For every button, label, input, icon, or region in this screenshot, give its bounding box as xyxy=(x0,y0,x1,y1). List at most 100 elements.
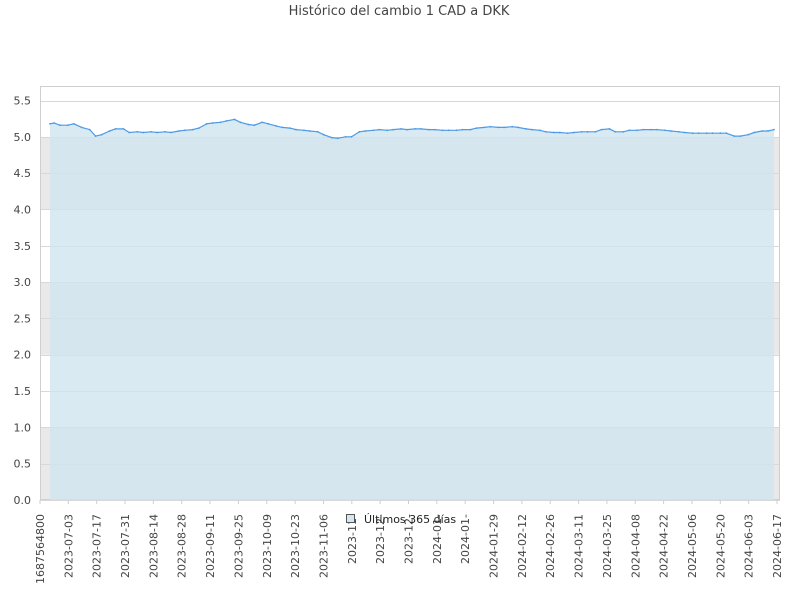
x-tick-label: 2023-12- xyxy=(374,514,387,564)
data-point xyxy=(628,129,631,132)
y-tick-label: 3.5 xyxy=(14,240,32,253)
data-point xyxy=(497,126,500,129)
data-point xyxy=(753,131,756,134)
data-point xyxy=(428,128,430,131)
data-point xyxy=(197,127,200,129)
data-point xyxy=(511,125,514,128)
data-point xyxy=(433,128,436,131)
data-point xyxy=(642,128,644,131)
data-point xyxy=(59,124,61,127)
plot-band xyxy=(40,86,780,137)
data-point xyxy=(455,129,458,132)
data-point xyxy=(614,130,617,133)
data-point xyxy=(316,130,319,133)
y-tick-label: 0.5 xyxy=(14,458,32,471)
data-point xyxy=(114,127,117,130)
data-point xyxy=(267,122,270,125)
data-point xyxy=(489,125,492,128)
data-point xyxy=(739,135,742,138)
y-tick-label: 3.0 xyxy=(14,276,32,289)
x-tick-label: 2023-07-03 xyxy=(62,514,75,578)
data-point xyxy=(219,121,222,124)
data-point xyxy=(108,130,111,132)
data-point xyxy=(691,132,694,135)
data-point xyxy=(670,130,672,132)
data-point xyxy=(420,127,422,130)
y-tick-label: 5.0 xyxy=(14,131,32,144)
x-tick-label: 2024-04-08 xyxy=(629,514,642,578)
data-point xyxy=(53,122,55,124)
data-point xyxy=(372,129,375,132)
x-tick-label: 2024-04-22 xyxy=(658,514,671,578)
x-tick-label: 1687564800 xyxy=(34,514,47,584)
series-line xyxy=(49,118,775,139)
chart-title: Histórico del cambio 1 CAD a DKK xyxy=(289,4,510,19)
x-axis: 1687564800 2023-07-03 2023-07-17 2023-07-31… xyxy=(34,500,784,584)
y-tick-label: 2.0 xyxy=(14,349,32,362)
data-point xyxy=(170,131,172,134)
data-point xyxy=(580,130,583,133)
x-tick-label: 2023-08-28 xyxy=(176,514,189,578)
data-point xyxy=(239,121,242,124)
data-point xyxy=(483,126,486,129)
data-point xyxy=(475,127,478,129)
data-point xyxy=(295,128,297,131)
x-tick-label: 2024-03-25 xyxy=(601,514,614,578)
data-point xyxy=(225,120,228,122)
data-point xyxy=(128,131,131,134)
data-point xyxy=(88,128,91,131)
data-point xyxy=(503,126,506,129)
data-point xyxy=(725,132,728,135)
y-tick-label: 2.5 xyxy=(14,312,32,325)
data-point xyxy=(719,132,722,135)
x-tick-label: 2023-11- xyxy=(346,514,359,564)
x-tick-label: 2023-10-23 xyxy=(289,514,302,578)
data-point xyxy=(586,130,589,133)
legend: Últimos 365 días xyxy=(346,513,456,526)
series-area xyxy=(50,119,774,501)
data-point xyxy=(164,130,166,133)
y-tick-label: 1.0 xyxy=(14,421,32,434)
data-point xyxy=(517,126,519,129)
data-point xyxy=(67,124,69,127)
data-point xyxy=(461,128,464,131)
data-point xyxy=(441,129,444,132)
data-point xyxy=(697,132,700,135)
series-area-layer xyxy=(49,118,775,501)
data-point xyxy=(386,129,389,132)
y-tick-label: 4.5 xyxy=(14,167,32,180)
x-tick-label: 2024-01-29 xyxy=(488,514,501,578)
data-point xyxy=(656,128,658,131)
data-point xyxy=(233,118,236,121)
data-point xyxy=(344,135,347,138)
data-point xyxy=(469,128,472,131)
data-point xyxy=(531,128,533,131)
data-point xyxy=(608,127,611,130)
data-point xyxy=(289,127,291,129)
data-point xyxy=(636,129,638,132)
x-tick-label: 2024-01- xyxy=(459,514,472,564)
data-point xyxy=(711,132,714,135)
y-tick-label: 0.0 xyxy=(14,494,32,507)
data-point xyxy=(761,130,763,132)
data-point xyxy=(247,123,250,126)
data-point xyxy=(336,137,339,140)
data-point xyxy=(322,133,325,136)
data-point xyxy=(594,130,597,133)
data-point xyxy=(303,129,305,132)
data-point xyxy=(572,131,575,134)
data-point xyxy=(80,126,83,129)
data-point xyxy=(406,128,408,131)
x-tick-label: 2024-06-17 xyxy=(771,514,784,578)
data-point xyxy=(664,129,666,132)
legend-swatch xyxy=(346,514,355,523)
data-point xyxy=(525,127,527,130)
x-tick-label: 2023-08-14 xyxy=(147,514,160,578)
x-tick-label: 2024-03-11 xyxy=(573,514,586,578)
x-tick-label: 2024-02-12 xyxy=(516,514,529,578)
data-point xyxy=(156,131,159,134)
data-point xyxy=(539,129,541,132)
data-point xyxy=(191,128,194,131)
data-point xyxy=(350,135,353,138)
